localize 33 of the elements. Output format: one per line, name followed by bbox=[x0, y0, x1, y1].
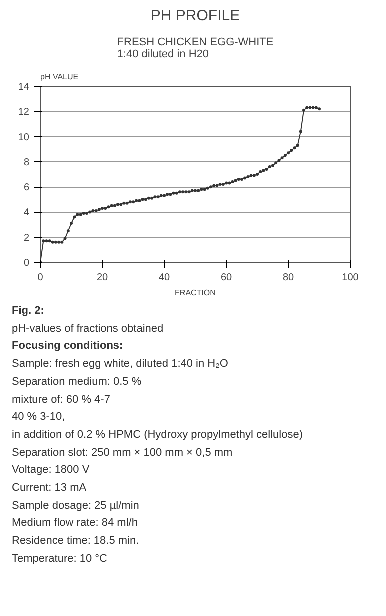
x-tick-label: 40 bbox=[158, 272, 170, 284]
x-tick-label: 0 bbox=[38, 272, 44, 284]
x-axis-title: FRACTION bbox=[175, 288, 216, 298]
y-tick-label: 8 bbox=[24, 157, 30, 168]
y-tick-label: 6 bbox=[24, 182, 30, 194]
chart-title: PH PROFILE bbox=[150, 8, 240, 24]
text: Sample dosage: 25 µl/min bbox=[12, 498, 140, 514]
text: Separation medium: 0.5 % bbox=[12, 374, 143, 390]
y-tick-label: 10 bbox=[18, 132, 30, 144]
text: Separation slot: 250 mm × 100 mm × 0,5 mm bbox=[12, 446, 234, 461]
y-tick-label: 14 bbox=[18, 82, 30, 93]
text: in addition of 0.2 % HPMC (Hydroxy propylmethyl cellulose) bbox=[12, 428, 304, 443]
x-tick-label: 60 bbox=[220, 272, 232, 284]
text: Residence time: 18.5 min. bbox=[12, 534, 140, 550]
text: Temperature: 10 °C bbox=[12, 552, 108, 567]
caption: Fig. 2: bbox=[12, 304, 46, 319]
x-tick-label: 80 bbox=[282, 272, 294, 284]
y-tick-label: 12 bbox=[18, 107, 30, 118]
x-tick-label: 20 bbox=[96, 272, 108, 284]
x-tick-label: 100 bbox=[342, 272, 360, 284]
text: Sample: fresh egg white, diluted 1:40 in H₂O bbox=[12, 357, 230, 372]
text: Voltage: 1800 V bbox=[12, 463, 91, 478]
text: 40 % 3-10, bbox=[12, 410, 66, 426]
text: Focusing conditions: bbox=[12, 339, 124, 354]
chart-subtitle: FRESH CHICKEN EGG-WHITE 1:40 diluted in H20 bbox=[117, 36, 274, 60]
text: pH-values of fractions obtained bbox=[12, 322, 165, 337]
y-tick-label: 4 bbox=[24, 208, 30, 219]
text: Current: 13 mA bbox=[12, 481, 88, 496]
y-axis-title: pH VALUE bbox=[40, 72, 79, 82]
y-tick-label: 2 bbox=[24, 232, 30, 244]
text: Medium flow rate: 84 ml/h bbox=[12, 516, 139, 532]
text: mixture of: 60 % 4-7 bbox=[12, 392, 112, 408]
y-tick-label: 0 bbox=[24, 258, 30, 269]
